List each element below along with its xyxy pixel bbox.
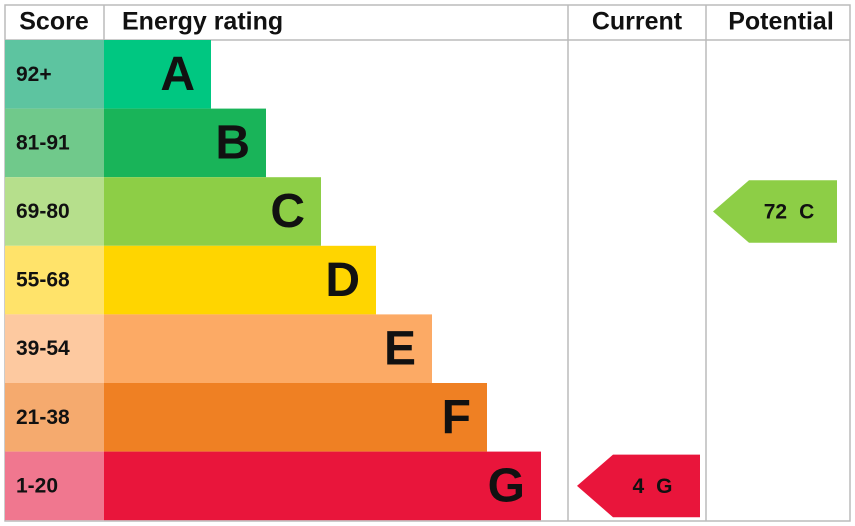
current-arrow — [577, 454, 700, 518]
score-cell — [5, 40, 104, 109]
score-range: 1-20 — [16, 474, 58, 497]
rating-letter: F — [442, 391, 471, 444]
rating-bar — [104, 383, 487, 452]
score-cell — [5, 314, 104, 383]
rating-letter: D — [325, 254, 360, 307]
rating-bar — [104, 108, 266, 178]
score-range: 92+ — [16, 63, 52, 86]
potential-rating: C — [799, 200, 814, 223]
header-rating: Energy rating — [122, 8, 283, 36]
rating-letter: B — [215, 117, 250, 170]
rating-bar — [104, 314, 432, 383]
header-current: Current — [592, 8, 683, 36]
score-range: 55-68 — [16, 269, 70, 292]
score-cell — [5, 451, 104, 521]
header-score: Score — [19, 8, 89, 36]
rating-bar — [104, 177, 321, 246]
header-potential: Potential — [728, 8, 834, 36]
score-range: 21-38 — [16, 406, 70, 429]
rating-bar — [104, 40, 211, 109]
score-range: 81-91 — [16, 131, 70, 154]
rating-bar — [104, 245, 376, 315]
current-rating: G — [656, 474, 672, 497]
potential-arrow — [713, 180, 837, 243]
score-cell — [5, 383, 104, 452]
score-range: 69-80 — [16, 200, 70, 223]
score-cell — [5, 177, 104, 246]
potential-score: 72 — [764, 200, 787, 223]
score-cell — [5, 108, 104, 178]
rating-letter: C — [270, 185, 305, 238]
rating-letter: G — [488, 460, 525, 513]
potential-label: 72 C — [764, 200, 815, 223]
score-range: 39-54 — [16, 337, 70, 360]
rating-letter: E — [384, 322, 416, 375]
score-cell — [5, 245, 104, 315]
rating-bar — [104, 451, 541, 521]
rating-letter: A — [160, 48, 195, 101]
current-score: 4 — [632, 474, 644, 497]
